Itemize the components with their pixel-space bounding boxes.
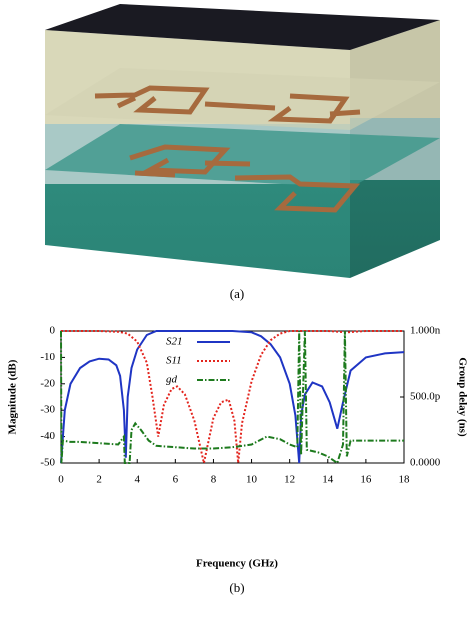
caption: (a) (230, 286, 244, 301)
x-tick-label: 0 (58, 474, 64, 486)
series-line (60, 330, 405, 464)
x-tick-label: 18 (399, 474, 411, 486)
y-tick-label: -30 (40, 404, 55, 416)
x-tick-label: 6 (173, 474, 179, 486)
y-tick-label: -10 (40, 351, 55, 363)
x-tick-label: 10 (246, 474, 258, 486)
legend-label: S21 (166, 336, 183, 348)
caption: (b) (229, 580, 244, 595)
legend-label: gd (166, 374, 178, 386)
x-tick-label: 14 (322, 474, 334, 486)
y-tick-label: -20 (40, 377, 55, 389)
y-axis-title: Magnitude (dB) (7, 359, 19, 434)
pcb-illustration (45, 4, 440, 278)
y2-tick-label: 0.0000 (410, 457, 441, 469)
series-line (60, 330, 404, 465)
plot: 0 2 4 6 8 10 12 14 16 18 0 -10 -20 -30 -40 -50 1.000n 500… (40, 325, 440, 486)
y2-tick-label: 500.0p (410, 391, 441, 403)
y-tick-label: -40 (40, 430, 55, 442)
y-tick-label: -50 (40, 457, 55, 469)
x-tick-label: 12 (284, 474, 295, 486)
x-tick-label: 8 (211, 474, 217, 486)
series-line (61, 330, 404, 464)
x-tick-label: 16 (360, 474, 372, 486)
y2-tick-label: 1.000n (410, 325, 441, 337)
y2-axis-title: Group delay (ns) (456, 357, 468, 437)
y-tick-label: 0 (50, 325, 56, 337)
x-tick-label: 4 (134, 474, 140, 486)
x-axis-title: Frequency (GHz) (196, 558, 278, 570)
x-tick-label: 2 (96, 474, 102, 486)
legend-label: S11 (166, 355, 182, 367)
